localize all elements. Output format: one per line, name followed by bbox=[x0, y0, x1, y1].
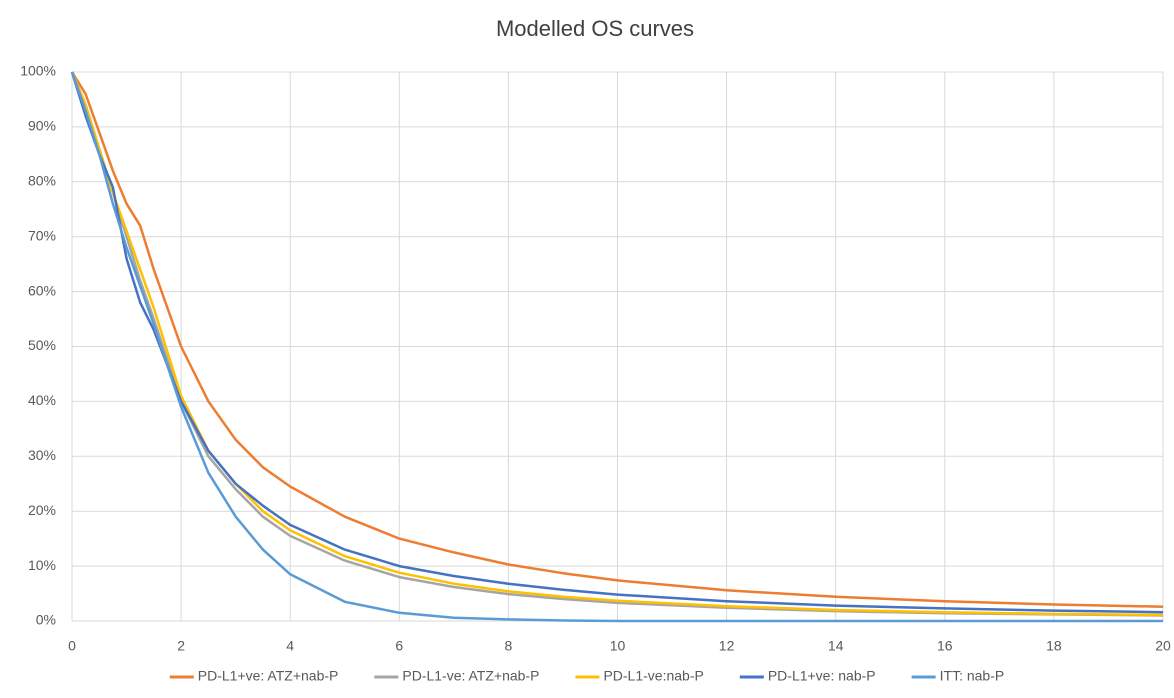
y-tick-label: 70% bbox=[28, 227, 56, 243]
y-tick-label: 10% bbox=[28, 557, 56, 573]
chart-title: Modelled OS curves bbox=[496, 16, 694, 41]
x-tick-label: 4 bbox=[286, 638, 294, 654]
y-tick-label: 90% bbox=[28, 118, 56, 134]
legend-label: PD-L1-ve: ATZ+nab-P bbox=[402, 668, 539, 684]
y-tick-label: 80% bbox=[28, 173, 56, 189]
y-tick-label: 30% bbox=[28, 447, 56, 463]
series-line bbox=[70, 71, 1164, 608]
y-tick-label: 50% bbox=[28, 337, 56, 353]
y-tick-label: 100% bbox=[20, 63, 56, 79]
x-tick-label: 0 bbox=[68, 638, 76, 654]
x-tick-label: 10 bbox=[610, 638, 626, 654]
x-tick-label: 14 bbox=[828, 638, 844, 654]
legend-label: PD-L1-ve:nab-P bbox=[603, 668, 703, 684]
x-tick-label: 18 bbox=[1046, 638, 1062, 654]
legend-label: PD-L1+ve: ATZ+nab-P bbox=[198, 668, 339, 684]
series-line bbox=[70, 71, 1164, 617]
y-tick-label: 20% bbox=[28, 502, 56, 518]
y-tick-label: 0% bbox=[36, 612, 56, 628]
y-tick-label: 60% bbox=[28, 282, 56, 298]
x-tick-label: 20 bbox=[1155, 638, 1171, 654]
x-tick-label: 2 bbox=[177, 638, 185, 654]
x-tick-label: 12 bbox=[719, 638, 735, 654]
legend-label: PD-L1+ve: nab-P bbox=[768, 668, 876, 684]
series-line bbox=[70, 71, 1163, 623]
x-tick-label: 8 bbox=[505, 638, 513, 654]
y-tick-label: 40% bbox=[28, 392, 56, 408]
legend-label: ITT: nab-P bbox=[940, 668, 1005, 684]
x-tick-label: 16 bbox=[937, 638, 953, 654]
x-tick-label: 6 bbox=[395, 638, 403, 654]
